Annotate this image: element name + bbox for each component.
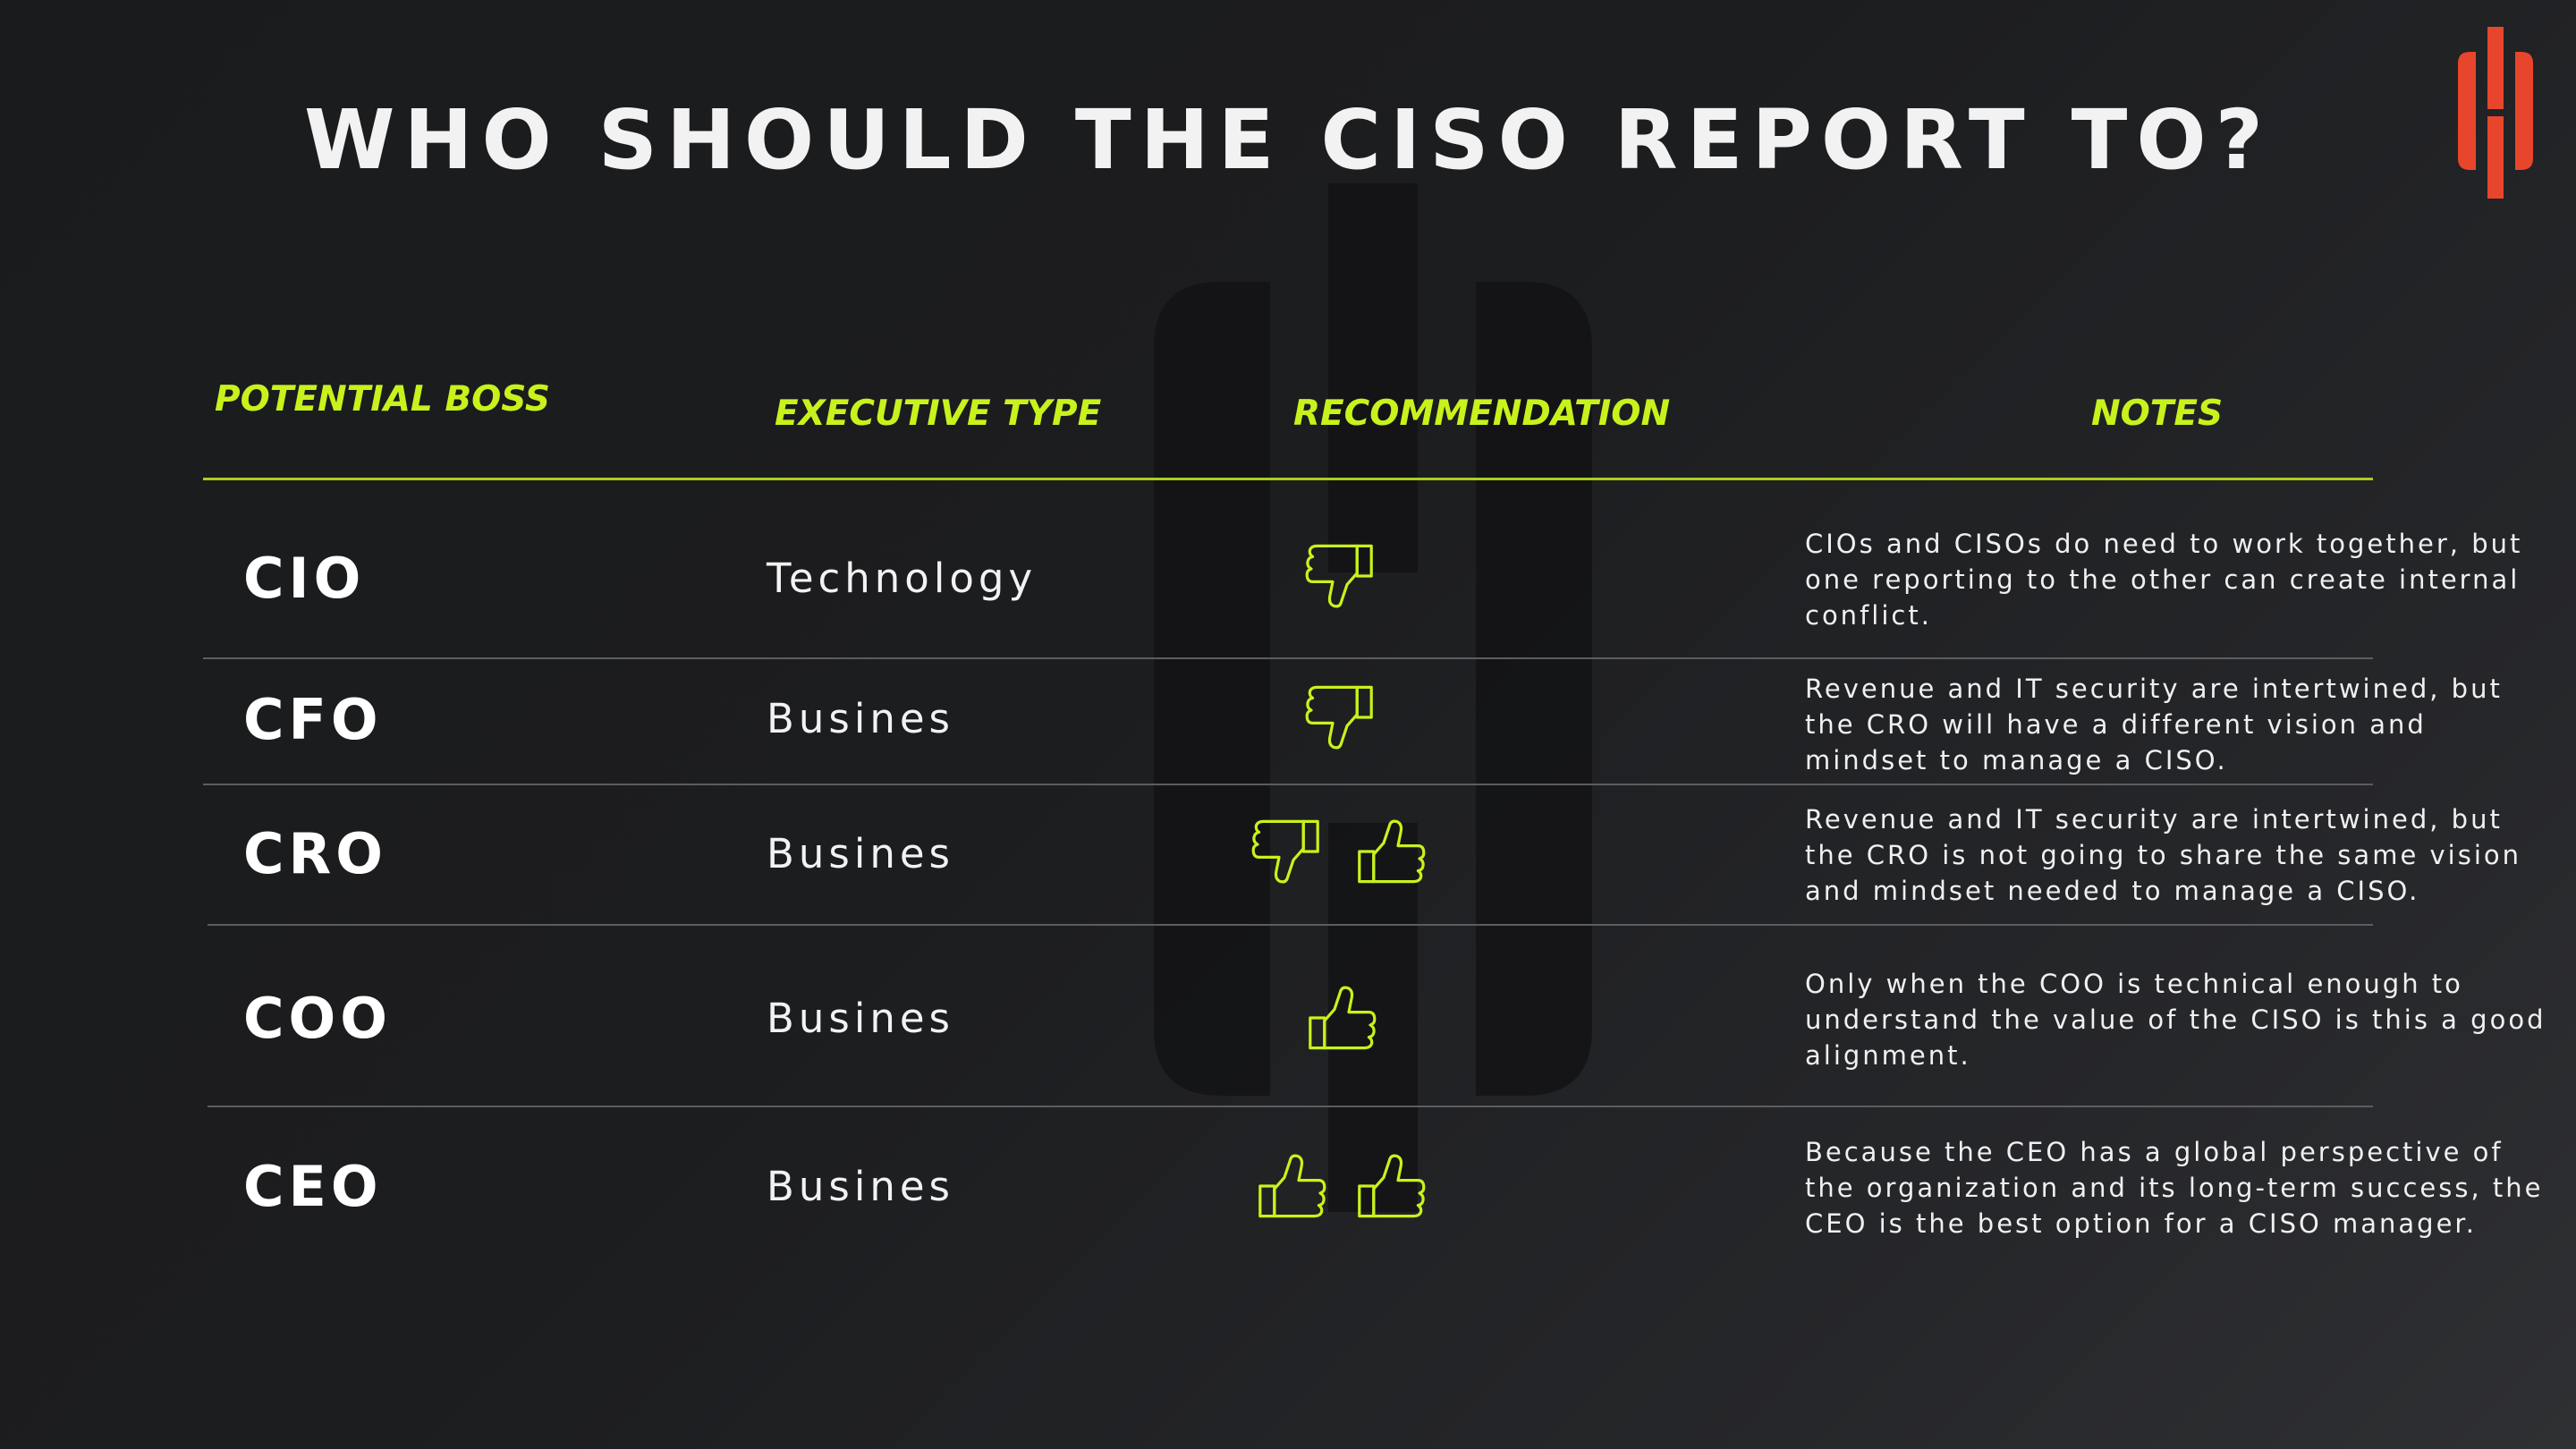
row-divider [203,784,2373,785]
column-header-notes: NOTES [2091,394,2224,434]
column-header-executive-type: EXECUTIVE TYPE [775,394,1102,434]
thumbs-down-icon [1251,819,1319,884]
executive-type: Busines [767,995,954,1042]
executive-type: Busines [767,830,954,877]
brand-logo [2458,27,2533,199]
row-note: Revenue and IT security are intertwined,… [1805,674,2503,775]
row-note: CIOs and CISOs do need to work together,… [1805,529,2523,631]
page-title: WHO SHOULD THE CISO REPORT TO? [304,92,2272,188]
row-note: Because the CEO has a global perspective… [1805,1137,2544,1239]
watermark-logo [1154,183,1592,1212]
thumbs-up-icon [1358,819,1426,884]
row-divider [208,1106,2373,1107]
thumbs-up-icon [1309,986,1377,1050]
thumbs-up-icon [1358,1154,1426,1218]
boss-name: COO [243,986,392,1051]
boss-name: CFO [243,687,383,752]
row-note: Only when the COO is technical enough to… [1805,969,2546,1071]
column-header-recommendation: RECOMMENDATION [1293,394,1671,434]
boss-name: CEO [243,1154,383,1219]
boss-name: CRO [243,821,387,886]
row-note: Revenue and IT security are intertwined,… [1805,804,2522,906]
executive-type: Busines [767,695,954,742]
row-divider [203,657,2373,659]
executive-type: Busines [767,1163,954,1210]
executive-type: Technology [767,555,1038,602]
thumbs-down-icon [1305,544,1373,608]
boss-name: CIO [243,546,366,611]
row-divider [208,924,2373,926]
header-divider [203,478,2373,480]
column-header-potential-boss: POTENTIAL BOSS [215,379,551,419]
thumbs-down-icon [1305,685,1373,750]
thumbs-up-icon [1258,1154,1326,1218]
